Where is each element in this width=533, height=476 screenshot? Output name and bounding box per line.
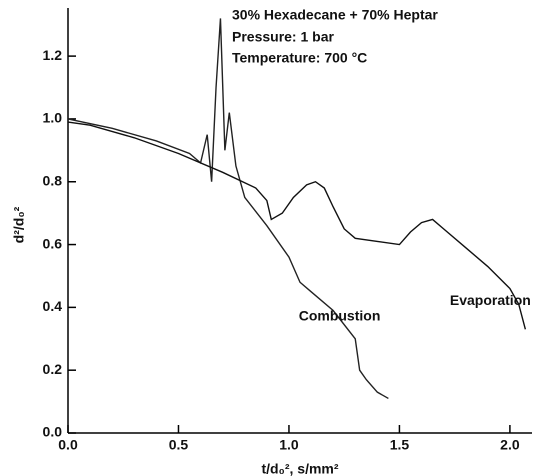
x-tick-label: 2.0 [500, 437, 520, 453]
y-tick-label: 1.2 [43, 47, 63, 63]
y-tick-label: 0.4 [43, 298, 63, 314]
annotation: Temperature: 700 °C [232, 50, 367, 66]
x-tick-label: 1.5 [390, 437, 410, 453]
y-tick-label: 0.8 [43, 172, 63, 188]
y-tick-label: 0.0 [43, 424, 63, 440]
y-tick-label: 0.2 [43, 361, 63, 377]
annotation: 30% Hexadecane + 70% Heptar [232, 7, 438, 23]
x-tick-label: 0.5 [169, 437, 189, 453]
x-tick-label: 1.0 [279, 437, 299, 453]
data-line [67, 121, 527, 330]
y-tick-label: 1.0 [43, 110, 63, 126]
y-axis-label: d²/d₀² [11, 206, 27, 243]
y-tick-label: 0.6 [43, 235, 63, 251]
data-line [67, 18, 389, 400]
series-label: Evaporation [450, 292, 531, 308]
series-label: Combustion [299, 307, 381, 323]
x-tick-label: 0.0 [58, 437, 78, 453]
annotation: Pressure: 1 bar [232, 29, 334, 45]
x-axis-label: t/d₀², s/mm² [261, 461, 338, 476]
